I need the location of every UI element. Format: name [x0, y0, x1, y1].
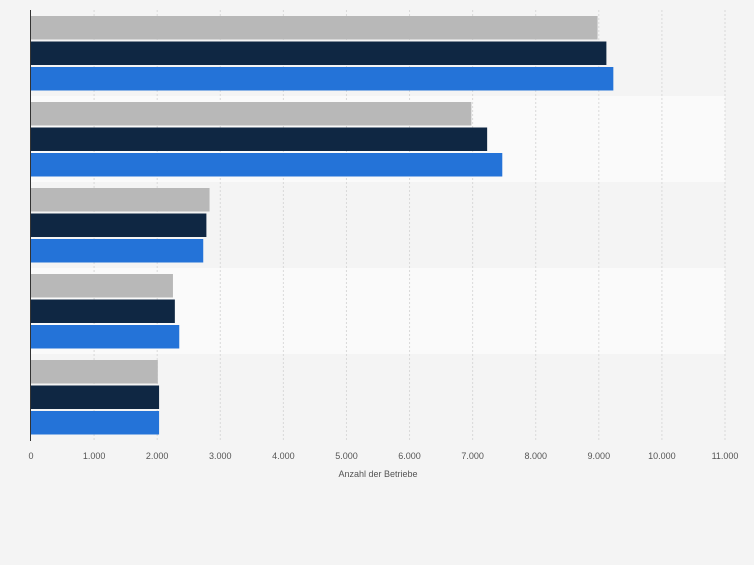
x-tick-label: 7.000 — [461, 451, 484, 461]
x-tick-label: 5.000 — [335, 451, 358, 461]
bar — [31, 153, 503, 177]
bar — [31, 239, 204, 263]
bar — [31, 127, 488, 151]
x-axis-title: Anzahl der Betriebe — [338, 469, 417, 479]
bar — [31, 299, 175, 323]
bar — [31, 188, 210, 212]
bar — [31, 274, 173, 298]
bar — [31, 411, 160, 435]
bar — [31, 16, 598, 40]
x-tick-label: 4.000 — [272, 451, 295, 461]
bar — [31, 213, 207, 237]
x-tick-label: 6.000 — [398, 451, 421, 461]
x-tick-label: 10.000 — [648, 451, 676, 461]
bar — [31, 102, 472, 126]
bar — [31, 325, 180, 349]
x-tick-label: 8.000 — [524, 451, 547, 461]
bar — [31, 67, 614, 91]
x-tick-label: 2.000 — [146, 451, 169, 461]
x-tick-label: 1.000 — [83, 451, 106, 461]
x-tick-label: 9.000 — [588, 451, 611, 461]
bar — [31, 385, 160, 409]
x-tick-label: 0 — [28, 451, 33, 461]
bar — [31, 360, 158, 384]
x-tick-label: 3.000 — [209, 451, 232, 461]
bar — [31, 41, 607, 65]
x-tick-label: 11.000 — [712, 451, 739, 461]
